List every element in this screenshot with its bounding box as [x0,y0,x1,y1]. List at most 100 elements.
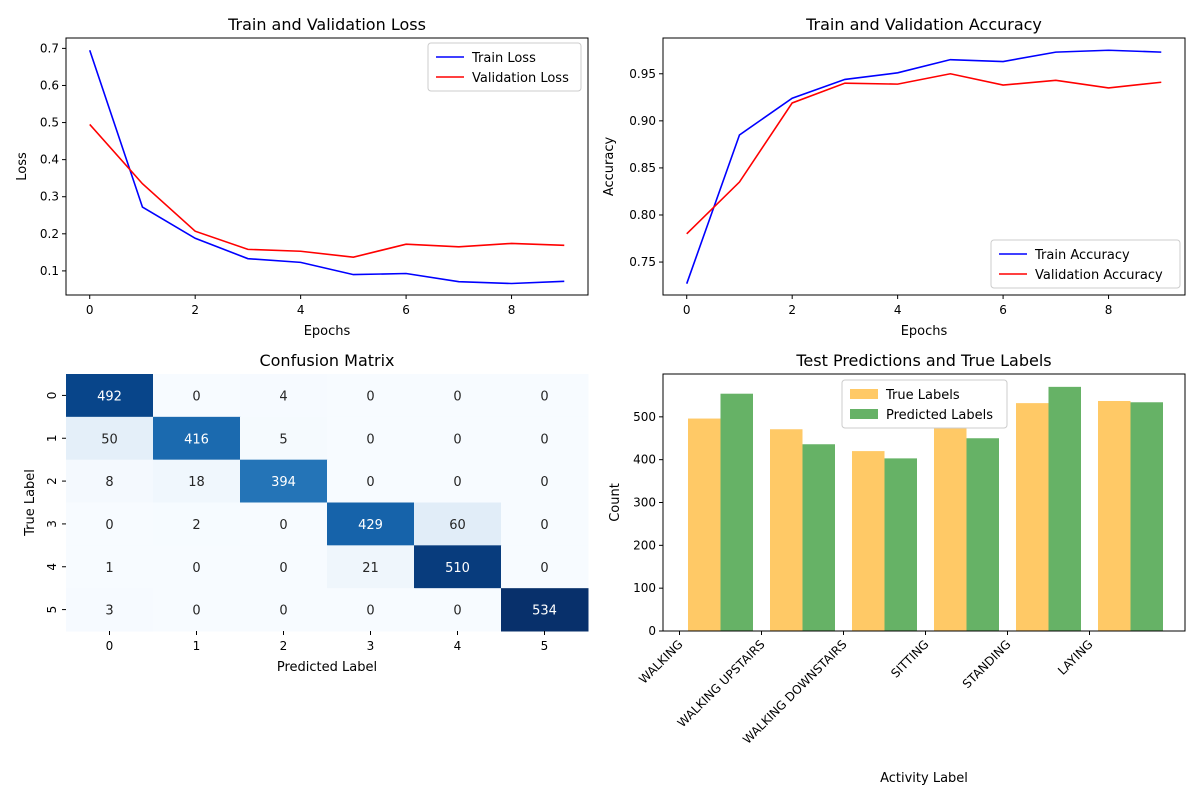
x-tick-label: LAYING [1055,637,1096,678]
cell-value: 18 [188,475,205,490]
x-axis-label: Predicted Label [277,660,377,675]
heatmap-cell [66,374,154,418]
cell-value: 0 [279,604,287,619]
legend-box [427,42,582,92]
legend-swatch [850,409,878,419]
x-tick-label: 4 [894,303,902,317]
x-tick-label: SITTING [888,637,931,680]
y-tick-label: 1 [45,434,59,442]
heatmap-cell [414,502,502,546]
heatmap-cell [501,545,589,589]
bar-chart: Test Predictions and True Labels WALKINGW… [608,351,1186,786]
plot-frame [65,37,589,296]
chart-title: Confusion Matrix [259,351,394,370]
bar-predicted-labels [720,393,753,631]
heatmap-cell [66,416,154,461]
legend-label: Train Accuracy [1034,248,1130,263]
cell-value: 0 [540,389,548,404]
line-chart-0: Train and Validation Loss 0 2 4 6 8 0.1 0.2 0.3 0… [15,15,589,339]
bar-true-labels [852,451,885,631]
cell-value: 0 [192,561,200,576]
cell-value: 0 [453,389,461,404]
line-chart-1: Train and Validation Accuracy 0 2 4 6 8 0.75 0.… [602,15,1186,339]
heatmap-cell [153,459,241,503]
x-tick-label: 2 [788,303,796,317]
heatmap-cell [66,545,154,589]
legend-box [841,379,1008,429]
cell-value: 0 [453,432,461,447]
bar-predicted-labels [884,458,917,631]
bar-true-labels [770,429,803,631]
cell-value: 8 [105,475,113,490]
cell-value: 0 [540,475,548,490]
y-tick-label: 5 [45,606,59,614]
series-line-train-loss [88,49,565,285]
y-tick-label: 200 [633,538,656,552]
legend: True Labels Predicted Labels [841,379,1008,429]
cell-value: 0 [366,389,374,404]
y-tick-label: 0.3 [40,190,59,204]
y-tick-label: 0.6 [40,78,59,92]
heatmap-cell [414,374,502,418]
heatmap-cell [66,588,154,632]
heatmap-cell [414,545,502,589]
legend-label: Predicted Labels [886,408,993,423]
cell-value: 0 [105,518,113,533]
legend-label: Validation Loss [472,71,569,86]
heatmap-cell [414,588,502,632]
cell-value: 0 [366,604,374,619]
heatmap-cell [414,416,502,461]
cell-value: 0 [540,518,548,533]
heatmap-cell [240,502,328,546]
x-tick-label: 6 [402,303,410,317]
x-tick-label: 2 [280,639,288,653]
cell-value: 21 [362,561,379,576]
heatmap-cell [240,459,328,503]
heatmap-cell [153,545,241,589]
cell-value: 0 [279,518,287,533]
cell-value: 0 [453,475,461,490]
legend-label: Validation Accuracy [1035,268,1163,283]
y-tick-label: 0.2 [40,227,59,241]
y-tick-label: 4 [45,563,59,571]
x-tick-label: 4 [454,639,462,653]
x-tick-label: WALKING UPSTAIRS [675,637,768,730]
x-tick-label: STANDING [960,637,1014,691]
bar-true-labels [688,418,721,631]
heatmap-cell [240,374,328,418]
y-axis-label: Loss [15,152,30,181]
cell-value: 1 [105,561,113,576]
x-tick-label: WALKING [636,637,685,686]
heatmap-cell [153,416,241,461]
x-tick-label: 1 [193,639,201,653]
cell-value: 510 [445,561,470,576]
cell-value: 0 [540,432,548,447]
y-tick-label: 300 [633,496,656,510]
x-tick-label: 2 [191,303,199,317]
y-tick-label: 0.7 [40,41,59,55]
x-tick-label: 8 [1105,303,1113,317]
plot-frame [662,373,1186,632]
x-axis-label: Epochs [901,324,948,339]
y-axis-label: True Label [23,469,38,537]
x-tick-label: 3 [367,639,375,653]
x-tick-label: 0 [86,303,94,317]
cell-value: 4 [279,389,287,404]
cell-value: 0 [453,604,461,619]
y-tick-label: 100 [633,581,656,595]
cell-value: 0 [366,432,374,447]
cell-value: 429 [358,518,383,533]
heatmap-cell [153,502,241,546]
heatmap-cell [327,545,415,589]
legend-swatch [850,389,878,399]
cell-value: 2 [192,518,200,533]
legend-box [990,239,1181,289]
heatmap-cell [240,545,328,589]
y-tick-label: 0.80 [629,208,656,222]
y-tick-label: 0.75 [629,255,656,269]
y-tick-label: 500 [633,410,656,424]
y-tick-label: 2 [45,477,59,485]
y-axis-label: Count [608,483,623,522]
heatmap-cell [501,416,589,461]
y-tick-label: 0.90 [629,114,656,128]
